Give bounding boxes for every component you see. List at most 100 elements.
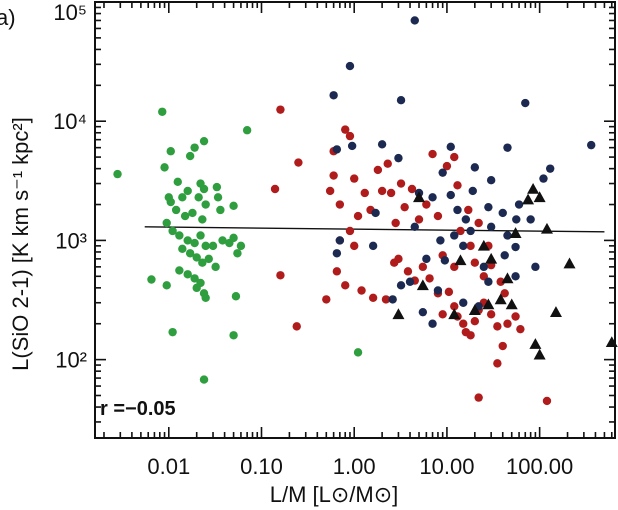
data-point-green: [190, 143, 199, 152]
data-point-green: [192, 253, 201, 262]
data-point-red: [345, 131, 355, 141]
data-point-green: [168, 327, 177, 337]
data-point-green: [183, 236, 192, 245]
data-point-navy: [498, 208, 507, 218]
data-point-green: [201, 241, 210, 251]
data-point-navy: [484, 277, 493, 286]
data-point-green: [185, 249, 195, 258]
data-point-green: [353, 348, 363, 357]
data-point-red: [276, 105, 285, 114]
data-point-green: [147, 275, 156, 284]
correlation-annotation: r =−0.05: [100, 398, 176, 420]
data-point-red: [459, 319, 468, 328]
data-point-green: [190, 238, 199, 248]
data-point-navy: [446, 142, 455, 151]
data-point-navy: [479, 262, 489, 272]
data-point-red: [341, 125, 350, 134]
data-point-green: [160, 163, 169, 172]
data-point-red: [474, 393, 483, 402]
data-point-green: [185, 151, 195, 161]
data-point-navy: [512, 215, 521, 224]
data-point-red: [394, 254, 403, 264]
data-point-red: [381, 295, 391, 304]
data-point-green: [168, 226, 177, 236]
data-point-navy: [345, 61, 355, 71]
data-point-red: [294, 158, 303, 167]
data-point-triangle: [533, 191, 546, 203]
x-tick-label: 1.00: [333, 454, 376, 479]
data-points: [113, 16, 618, 406]
data-point-red: [335, 200, 345, 209]
data-point-green: [162, 281, 171, 290]
data-point-red: [450, 302, 459, 311]
data-point-red: [322, 295, 331, 304]
data-point-red: [360, 188, 369, 198]
data-point-green: [213, 193, 223, 202]
data-point-green: [204, 254, 213, 264]
data-point-red: [442, 161, 452, 171]
data-point-red: [350, 174, 359, 183]
data-point-navy: [347, 141, 357, 151]
y-tick-label: 10⁴: [53, 109, 87, 134]
data-point-navy: [587, 140, 596, 150]
data-point-navy: [484, 202, 493, 212]
data-point-red: [493, 359, 502, 368]
data-point-navy: [405, 277, 415, 286]
data-point-green: [183, 186, 192, 196]
data-point-red: [425, 274, 434, 283]
data-point-navy: [332, 145, 342, 154]
data-point-navy: [486, 222, 496, 232]
data-point-green: [178, 244, 187, 254]
data-point-red: [542, 396, 552, 406]
data-point-triangle: [416, 279, 429, 291]
data-point-navy: [468, 186, 477, 196]
data-point-navy: [410, 222, 419, 232]
data-point-green: [175, 266, 184, 275]
data-point-navy: [453, 205, 462, 215]
data-point-navy: [446, 190, 455, 200]
data-point-red: [270, 184, 280, 194]
data-point-triangle: [477, 239, 490, 251]
data-point-navy: [440, 256, 450, 265]
data-point-navy: [377, 140, 387, 149]
data-point-navy: [450, 231, 459, 240]
data-point-navy: [418, 307, 428, 317]
data-point-red: [414, 215, 424, 224]
data-point-navy: [511, 272, 520, 281]
y-tick-label: 10³: [55, 228, 87, 253]
data-point-green: [178, 193, 187, 202]
y-axis-label: L(SiO 2-1) [K km s⁻¹ kpc²]: [8, 117, 33, 371]
data-point-navy: [503, 143, 512, 152]
data-point-red: [503, 319, 512, 328]
y-tick-label: 10⁵: [53, 0, 87, 25]
data-point-green: [229, 233, 238, 243]
data-point-red: [474, 218, 483, 228]
data-point-red: [368, 293, 378, 303]
x-tick-label: 100.00: [506, 454, 573, 479]
data-point-navy: [500, 251, 509, 260]
data-point-green: [192, 283, 201, 293]
data-point-navy: [410, 16, 419, 25]
data-point-green: [233, 249, 242, 258]
data-point-red: [276, 271, 285, 280]
data-point-navy: [396, 281, 406, 290]
x-tick-label: 0.01: [147, 454, 190, 479]
data-point-triangle: [549, 306, 562, 317]
data-point-red: [329, 171, 338, 180]
data-point-red: [464, 205, 473, 215]
data-point-triangle: [413, 191, 426, 203]
data-point-triangle: [468, 304, 481, 315]
data-point-navy: [531, 262, 540, 272]
data-point-red: [391, 218, 400, 228]
data-point-red: [403, 267, 413, 276]
data-point-triangle: [454, 254, 467, 266]
data-point-green: [198, 258, 207, 267]
data-point-red: [332, 267, 342, 276]
data-point-navy: [396, 96, 406, 105]
data-point-navy: [521, 98, 530, 108]
data-point-navy: [459, 241, 468, 251]
data-point-red: [350, 241, 359, 251]
data-point-green: [199, 375, 209, 384]
